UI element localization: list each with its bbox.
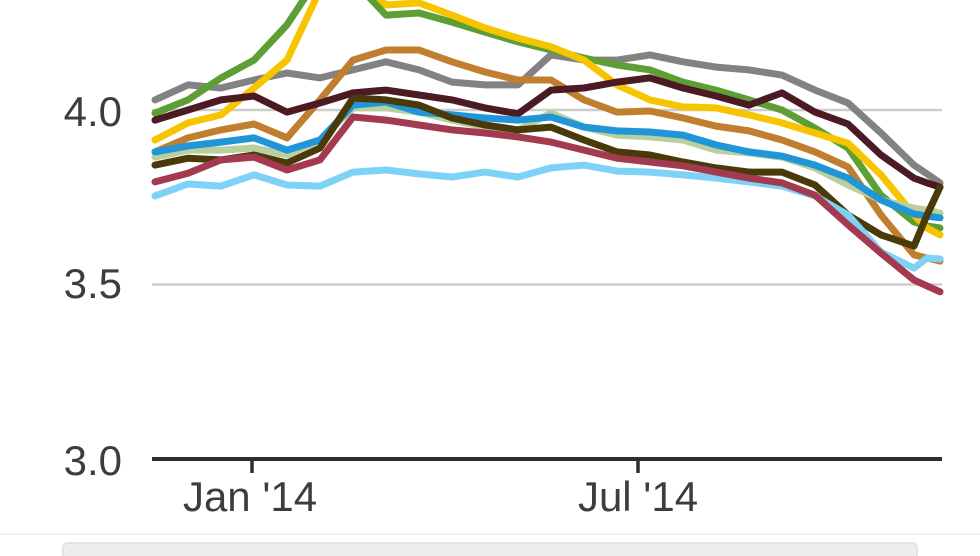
y-tick-label-4-0: 4.0	[63, 88, 122, 135]
series-light-blue	[151, 161, 944, 272]
series-blue	[151, 98, 944, 222]
series-yellow	[151, 0, 944, 239]
series-maroon	[151, 74, 944, 191]
series-crimson	[151, 113, 944, 296]
x-tick-label-jul14: Jul '14	[577, 473, 699, 520]
bottom-panel[interactable]	[62, 542, 918, 556]
x-tick-label-jan14: Jan '14	[182, 473, 318, 520]
chart-bottom-divider	[0, 533, 980, 535]
y-tick-label-3-0: 3.0	[63, 437, 122, 484]
y-tick-label-3-5: 3.5	[63, 260, 122, 307]
